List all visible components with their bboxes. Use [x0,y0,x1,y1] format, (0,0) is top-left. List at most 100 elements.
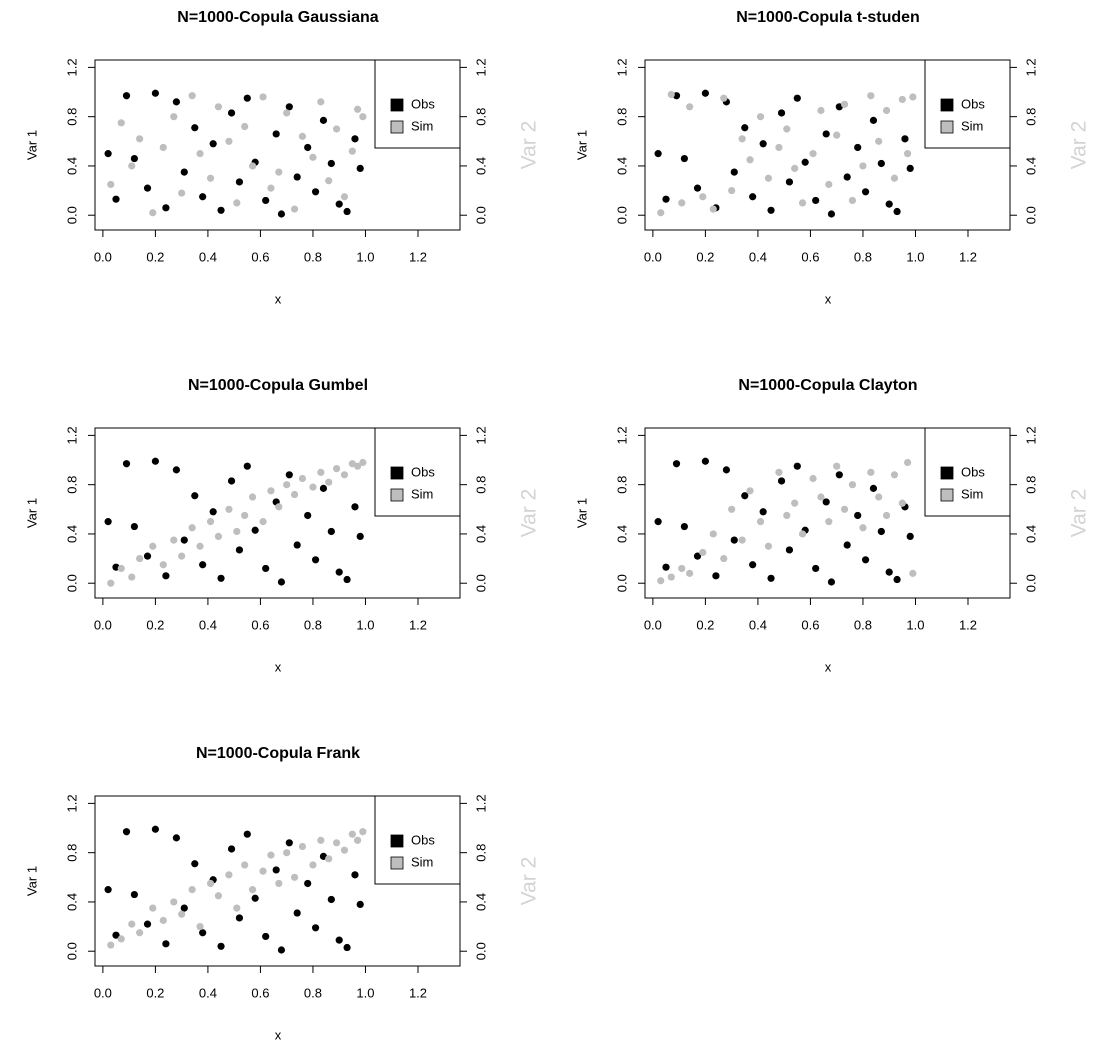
point [903,458,912,467]
point [791,164,799,173]
legend-box [374,427,461,517]
point [657,209,665,217]
x-tick-label: 0.2 [146,985,164,1000]
y-axis-label: Var 1 [24,130,39,160]
point [159,561,167,569]
y-axis-label: Var 1 [574,498,589,528]
point [251,526,259,534]
point [298,842,307,851]
point [309,861,317,869]
point [151,457,159,465]
point [906,164,914,173]
x-tick-label: 1.0 [906,617,924,632]
point [662,563,670,571]
point [885,200,893,208]
point [909,93,917,101]
legend-swatch [940,120,954,134]
point [178,189,186,197]
point [227,845,236,853]
x-tick-label: 0.0 [94,249,112,264]
point [875,137,883,145]
y-axis-label: Var 1 [574,130,589,160]
y-axis-label: Var 1 [24,498,39,528]
legend-swatch [940,466,954,480]
point [122,460,131,468]
point [332,839,341,847]
point [356,164,364,173]
point [267,851,275,859]
x-tick-label: 0.4 [199,617,217,632]
point [267,184,275,192]
point [143,920,152,928]
x-tick-label: 1.0 [356,985,374,1000]
point [777,477,786,485]
point [248,162,257,170]
point [835,471,843,479]
point [275,879,283,888]
point [759,508,767,516]
chart-title: N=1000-Copula Clayton [738,377,917,394]
point [293,909,301,917]
y-tick-label: 0.0 [614,574,629,592]
point [680,154,688,163]
legend-swatch [390,488,404,502]
point [741,124,749,132]
point [746,156,754,164]
x-tick-label: 0.4 [749,249,767,264]
point [791,499,799,507]
point [290,205,299,213]
x-axis-label: x [275,1027,282,1042]
point [136,554,144,563]
point [827,210,836,218]
point [667,573,675,581]
point [143,184,152,192]
point [285,839,293,847]
y2-tick-label: 0.0 [473,942,488,960]
x-tick-label: 0.6 [251,617,269,632]
point [217,942,225,950]
point [693,552,702,560]
point [149,904,157,912]
point [191,492,199,500]
x-tick-label: 0.4 [749,617,767,632]
point [298,132,307,140]
point [304,511,312,520]
point [822,498,830,506]
y-tick-label: 0.8 [614,108,629,126]
y2-tick-label: 1.2 [473,426,488,444]
y-tick-label: 0.8 [64,108,79,126]
y2-tick-label: 0.8 [1023,476,1038,494]
point [827,578,836,586]
point [104,518,112,526]
point [728,186,736,195]
point [667,90,675,99]
point [172,834,181,842]
point [701,89,709,97]
legend-label: Obs [961,96,985,111]
point [107,180,115,189]
x-tick-label: 1.0 [906,249,924,264]
point [235,914,244,922]
point [283,109,291,117]
x-tick-label: 0.0 [94,617,112,632]
point [227,109,236,117]
point [764,542,773,550]
chart-title: N=1000-Copula Gaussiana [177,9,379,26]
point [699,548,707,557]
x-tick-label: 0.6 [801,249,819,264]
y-tick-label: 0.8 [64,476,79,494]
point [340,846,349,854]
point [122,92,131,100]
y-tick-label: 0.0 [64,942,79,960]
point [335,200,343,208]
point [843,173,851,181]
point [351,871,359,879]
point [783,511,791,520]
legend-label: Sim [961,118,983,133]
point [259,867,267,875]
point [359,458,367,467]
point [128,162,136,170]
x-tick-label: 0.4 [199,985,217,1000]
y2-tick-label: 1.2 [1023,426,1038,444]
point [348,147,356,155]
